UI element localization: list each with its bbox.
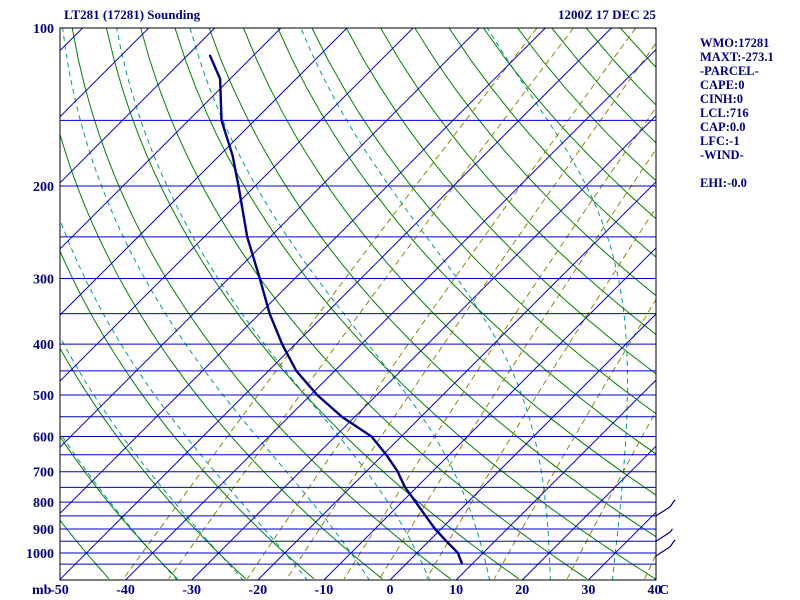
info-line-4: CINH:0 bbox=[700, 92, 744, 106]
svg-text:600: 600 bbox=[33, 431, 54, 446]
info-panel: WMO:17281 MAXT:-273.1 -PARCEL- CAPE:0 CINH:0… bbox=[700, 36, 774, 190]
info-line-5: LCL:716 bbox=[700, 106, 749, 120]
temperature-trace bbox=[208, 54, 463, 565]
svg-text:10: 10 bbox=[449, 583, 463, 598]
info-line-8: -WIND- bbox=[700, 148, 744, 162]
svg-text:700: 700 bbox=[33, 466, 54, 481]
svg-text:400: 400 bbox=[33, 338, 54, 353]
isotherm-lines bbox=[60, 28, 656, 580]
chart-title: LT281 (17281) Sounding bbox=[64, 7, 201, 22]
svg-text:-20: -20 bbox=[248, 583, 267, 598]
info-line-6: CAP:0.0 bbox=[700, 120, 746, 134]
info-line-0: WMO:17281 bbox=[700, 36, 770, 50]
info-line-1: MAXT:-273.1 bbox=[700, 50, 774, 64]
mixing-ratio-lines bbox=[122, 28, 656, 580]
chart-datetime: 1200Z 17 DEC 25 bbox=[558, 7, 656, 22]
wind-barbs bbox=[655, 499, 676, 557]
moist-adiabat-lines bbox=[60, 28, 628, 580]
svg-text:40: 40 bbox=[647, 583, 661, 598]
info-line-7: LFC:-1 bbox=[700, 134, 740, 148]
svg-text:900: 900 bbox=[33, 523, 54, 538]
svg-text:20: 20 bbox=[515, 583, 529, 598]
svg-text:-40: -40 bbox=[116, 583, 135, 598]
info-line-3: CAPE:0 bbox=[700, 78, 745, 92]
info-line-9 bbox=[700, 162, 774, 176]
svg-text:C: C bbox=[659, 583, 669, 598]
svg-text:-10: -10 bbox=[315, 583, 334, 598]
svg-text:500: 500 bbox=[33, 389, 54, 404]
svg-text:800: 800 bbox=[33, 496, 54, 511]
svg-text:-30: -30 bbox=[182, 583, 201, 598]
svg-text:0: 0 bbox=[387, 583, 394, 598]
svg-text:100: 100 bbox=[33, 22, 54, 37]
pressure-axis-labels: 100 200 300 400 500 600 700 800 900 1000 mb bbox=[26, 22, 54, 598]
svg-text:-50: -50 bbox=[50, 583, 69, 598]
isobar-lines bbox=[60, 28, 656, 565]
info-line-2: -PARCEL- bbox=[700, 64, 759, 78]
svg-text:200: 200 bbox=[33, 180, 54, 195]
svg-text:mb: mb bbox=[32, 583, 52, 598]
svg-text:300: 300 bbox=[33, 272, 54, 287]
info-line-10: EHI:-0.0 bbox=[700, 176, 747, 190]
temperature-axis-labels: -50 -40 -30 -20 -10 0 10 20 30 40C bbox=[50, 583, 669, 598]
svg-text:1000: 1000 bbox=[26, 547, 54, 562]
svg-text:30: 30 bbox=[581, 583, 595, 598]
plot-frame bbox=[59, 27, 657, 581]
dry-adiabat-lines bbox=[60, 28, 656, 580]
